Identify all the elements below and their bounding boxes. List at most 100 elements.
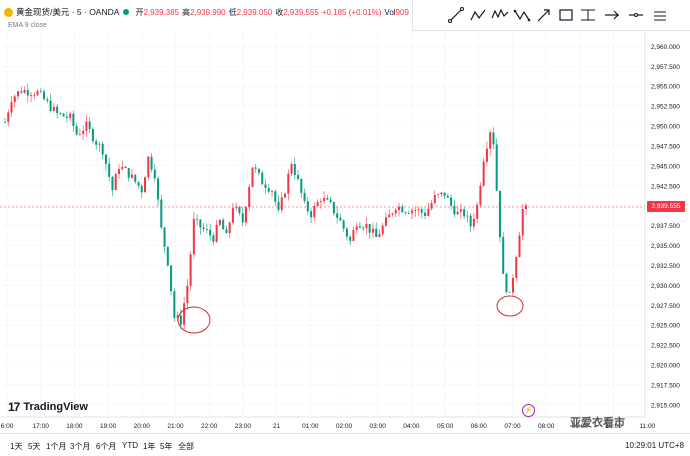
- time-tick-label: 04:00: [403, 423, 420, 430]
- range-3m-button[interactable]: 3个月: [70, 442, 91, 451]
- candle-body: [339, 217, 342, 221]
- candle-body: [72, 113, 75, 127]
- compare-symbol-icon[interactable]: ⚡: [522, 404, 535, 417]
- price-tick-label: 2,945.000: [651, 163, 680, 170]
- candle-body: [166, 246, 169, 266]
- candle-body: [430, 203, 433, 209]
- time-tick-label: 23:00: [235, 423, 252, 430]
- candle-body: [329, 199, 332, 202]
- candle-body: [293, 163, 296, 176]
- candle-body: [495, 144, 498, 191]
- wave-pattern-icon[interactable]: [491, 6, 509, 24]
- candle-body: [179, 315, 182, 325]
- candle-body: [267, 187, 270, 192]
- price-tick-label: 2,957.500: [651, 64, 680, 71]
- candle-body: [420, 209, 423, 213]
- candle-body: [375, 228, 378, 237]
- horizontal-range-icon[interactable]: [579, 6, 597, 24]
- grid-lines: [0, 32, 648, 416]
- candle-body: [303, 192, 306, 202]
- range-ytd-button[interactable]: YTD: [122, 441, 138, 450]
- ema-indicator-label[interactable]: EMA 9 close: [8, 22, 47, 29]
- price-axis[interactable]: 2,960.000 2,957.500 2,955.000 2,952.500 2,95…: [651, 44, 680, 410]
- range-5d-button[interactable]: 5天: [28, 442, 41, 451]
- candle-body: [7, 112, 10, 123]
- price-tick-label: 2,920.000: [651, 363, 680, 370]
- candle-body: [3, 122, 7, 123]
- range-all-button[interactable]: 全部: [178, 442, 194, 451]
- candle-body: [189, 254, 192, 286]
- gold-symbol-icon[interactable]: [4, 7, 13, 17]
- candle-body: [479, 185, 482, 205]
- price-tick-label: 2,942.500: [651, 183, 680, 190]
- candle-body: [137, 181, 140, 186]
- candle-body: [231, 208, 234, 223]
- candle-body: [205, 229, 208, 230]
- candle-body: [271, 191, 274, 193]
- candle-body: [108, 163, 111, 177]
- candle-body: [388, 214, 391, 218]
- candle-body: [17, 91, 20, 97]
- candle-body: [417, 209, 420, 211]
- range-1m-button[interactable]: 1个月: [46, 442, 67, 451]
- candle-body: [443, 192, 446, 196]
- candle-body: [121, 166, 124, 170]
- price-tick-label: 2,915.000: [651, 402, 680, 409]
- candle-body: [147, 156, 150, 178]
- time-tick-label: 21:00: [167, 423, 184, 430]
- range-6m-button[interactable]: 6个月: [96, 442, 117, 451]
- candle-body: [95, 141, 98, 145]
- candle-body: [218, 219, 221, 225]
- candle-body: [264, 184, 267, 188]
- time-axis[interactable]: 6:00 17:00 18:00 19:00 20:00 21:00 22:00 23:00 2…: [1, 423, 656, 430]
- candle-body: [261, 172, 264, 185]
- candle-body: [446, 195, 449, 198]
- symbol-title[interactable]: 黄金现货/美元 · 5 · OANDA: [16, 7, 120, 17]
- candle-body: [290, 163, 293, 174]
- candle-body: [196, 218, 199, 220]
- time-tick-label: 08:00: [538, 423, 555, 430]
- candle-body: [127, 167, 130, 178]
- candle-body: [433, 195, 436, 204]
- candle-body: [192, 218, 195, 255]
- candle-body: [238, 207, 241, 214]
- utc-clock[interactable]: 10:29:01 UTC+8: [625, 441, 684, 450]
- candle-body: [144, 177, 147, 193]
- candle-body: [20, 91, 23, 93]
- time-tick-label: 17:00: [33, 423, 50, 430]
- horizontal-line-icon[interactable]: [627, 6, 645, 24]
- candle-body: [56, 106, 59, 114]
- candle-body: [30, 95, 33, 97]
- rectangle-icon[interactable]: [557, 6, 575, 24]
- candle-body: [362, 227, 365, 229]
- zigzag-icon[interactable]: [469, 6, 487, 24]
- price-tick-label: 2,937.500: [651, 223, 680, 230]
- time-tick-label: 03:00: [370, 423, 387, 430]
- candle-body: [440, 192, 443, 195]
- more-icon[interactable]: [651, 6, 669, 24]
- range-1y-button[interactable]: 1年: [143, 442, 156, 451]
- range-1d-button[interactable]: 1天: [10, 442, 23, 451]
- time-tick-label: 01:00: [302, 423, 319, 430]
- trend-line-icon[interactable]: [447, 6, 465, 24]
- candle-body: [241, 213, 244, 223]
- price-tick-label: 2,947.500: [651, 143, 680, 150]
- abcd-pattern-icon[interactable]: [513, 6, 531, 24]
- candle-body: [244, 206, 247, 223]
- candle-body: [326, 197, 329, 200]
- time-tick-label: 20:00: [134, 423, 151, 430]
- price-tick-label: 2,925.000: [651, 323, 680, 330]
- candle-body: [199, 219, 202, 228]
- range-5y-button[interactable]: 5年: [160, 442, 173, 451]
- candle-body: [130, 174, 134, 178]
- long-position-icon[interactable]: [603, 6, 621, 24]
- candle-body: [508, 291, 511, 293]
- candle-body: [427, 208, 430, 216]
- time-tick-label: 22:00: [201, 423, 218, 430]
- candle-body: [355, 226, 358, 231]
- candle-body: [414, 210, 417, 211]
- low-circle-annotation-left: [177, 306, 211, 334]
- diagonal-arrow-icon[interactable]: [535, 6, 553, 24]
- current-price-label: 2,939.555: [647, 201, 685, 212]
